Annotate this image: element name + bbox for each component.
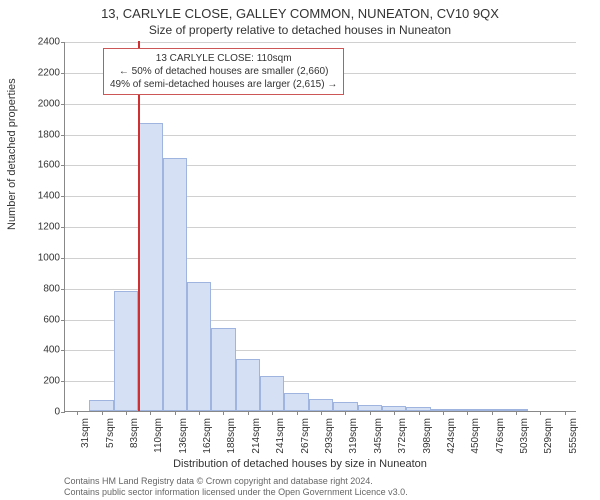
x-tick-mark	[272, 411, 273, 415]
y-tick-mark	[61, 258, 65, 259]
y-tick-mark	[61, 42, 65, 43]
y-tick-mark	[61, 289, 65, 290]
histogram-bar	[163, 158, 187, 411]
x-tick-label: 83sqm	[129, 418, 140, 448]
histogram-bar	[187, 282, 211, 412]
y-tick-label: 1000	[20, 252, 60, 263]
x-tick-label: 241sqm	[275, 418, 286, 454]
x-tick-mark	[443, 411, 444, 415]
histogram-bar	[309, 399, 333, 411]
x-tick-label: 555sqm	[568, 418, 579, 454]
x-tick-label: 214sqm	[251, 418, 262, 454]
y-tick-mark	[61, 165, 65, 166]
footer-line-1: Contains HM Land Registry data © Crown c…	[64, 476, 373, 486]
x-tick-label: 529sqm	[543, 418, 554, 454]
histogram-bar	[211, 328, 235, 411]
x-tick-mark	[199, 411, 200, 415]
x-tick-mark	[321, 411, 322, 415]
y-tick-label: 1200	[20, 222, 60, 233]
callout-line	[138, 41, 140, 411]
chart-title-main: 13, CARLYLE CLOSE, GALLEY COMMON, NUNEAT…	[0, 0, 600, 21]
x-tick-mark	[102, 411, 103, 415]
x-tick-label: 110sqm	[153, 418, 164, 453]
y-tick-label: 2000	[20, 98, 60, 109]
x-tick-label: 345sqm	[373, 418, 384, 454]
x-tick-label: 31sqm	[80, 418, 91, 448]
plot-area: 13 CARLYLE CLOSE: 110sqm← 50% of detache…	[64, 42, 576, 412]
x-tick-mark	[394, 411, 395, 415]
x-tick-mark	[175, 411, 176, 415]
x-tick-mark	[540, 411, 541, 415]
x-tick-mark	[77, 411, 78, 415]
y-tick-mark	[61, 196, 65, 197]
y-tick-mark	[61, 381, 65, 382]
x-tick-mark	[516, 411, 517, 415]
x-tick-label: 398sqm	[422, 418, 433, 454]
y-tick-label: 600	[20, 314, 60, 325]
x-tick-label: 57sqm	[105, 418, 116, 448]
y-tick-mark	[61, 412, 65, 413]
x-tick-mark	[370, 411, 371, 415]
y-axis-label: Number of detached properties	[6, 78, 18, 230]
callout-line-2: ← 50% of detached houses are smaller (2,…	[110, 65, 337, 78]
x-axis-label: Distribution of detached houses by size …	[0, 458, 600, 470]
histogram-bar	[260, 376, 284, 411]
x-tick-mark	[419, 411, 420, 415]
histogram-bar	[236, 359, 260, 411]
y-tick-label: 200	[20, 376, 60, 387]
grid-line	[65, 42, 576, 43]
y-tick-label: 1600	[20, 160, 60, 171]
x-tick-label: 136sqm	[178, 418, 189, 454]
histogram-bar	[284, 393, 308, 412]
x-tick-mark	[223, 411, 224, 415]
y-tick-mark	[61, 320, 65, 321]
y-tick-mark	[61, 73, 65, 74]
y-tick-label: 2400	[20, 37, 60, 48]
y-tick-mark	[61, 135, 65, 136]
y-tick-label: 1400	[20, 191, 60, 202]
x-tick-label: 188sqm	[226, 418, 237, 454]
x-tick-label: 503sqm	[519, 418, 530, 454]
callout-line-1: 13 CARLYLE CLOSE: 110sqm	[110, 52, 337, 65]
histogram-bar	[138, 123, 162, 411]
x-tick-mark	[297, 411, 298, 415]
histogram-bar	[114, 291, 138, 411]
x-tick-label: 476sqm	[495, 418, 506, 454]
footer-line-2: Contains public sector information licen…	[64, 487, 408, 497]
y-tick-label: 1800	[20, 129, 60, 140]
x-tick-mark	[565, 411, 566, 415]
x-tick-label: 319sqm	[348, 418, 359, 454]
y-tick-label: 800	[20, 283, 60, 294]
y-tick-mark	[61, 227, 65, 228]
callout-line-3: 49% of semi-detached houses are larger (…	[110, 78, 337, 91]
y-tick-label: 400	[20, 345, 60, 356]
x-tick-mark	[345, 411, 346, 415]
histogram-bar	[333, 402, 357, 411]
x-tick-mark	[126, 411, 127, 415]
chart-title-sub: Size of property relative to detached ho…	[0, 21, 600, 37]
y-tick-mark	[61, 104, 65, 105]
x-tick-mark	[467, 411, 468, 415]
x-tick-label: 293sqm	[324, 418, 335, 454]
histogram-bar	[89, 400, 113, 411]
x-tick-label: 424sqm	[446, 418, 457, 454]
x-tick-label: 162sqm	[202, 418, 213, 454]
x-tick-mark	[150, 411, 151, 415]
chart-container: 13, CARLYLE CLOSE, GALLEY COMMON, NUNEAT…	[0, 0, 600, 500]
callout-box: 13 CARLYLE CLOSE: 110sqm← 50% of detache…	[103, 48, 344, 95]
x-tick-label: 450sqm	[470, 418, 481, 454]
x-tick-label: 267sqm	[300, 418, 311, 454]
y-tick-label: 0	[20, 407, 60, 418]
x-tick-mark	[492, 411, 493, 415]
x-tick-label: 372sqm	[397, 418, 408, 454]
y-tick-mark	[61, 350, 65, 351]
grid-line	[65, 104, 576, 105]
y-tick-label: 2200	[20, 67, 60, 78]
x-tick-mark	[248, 411, 249, 415]
